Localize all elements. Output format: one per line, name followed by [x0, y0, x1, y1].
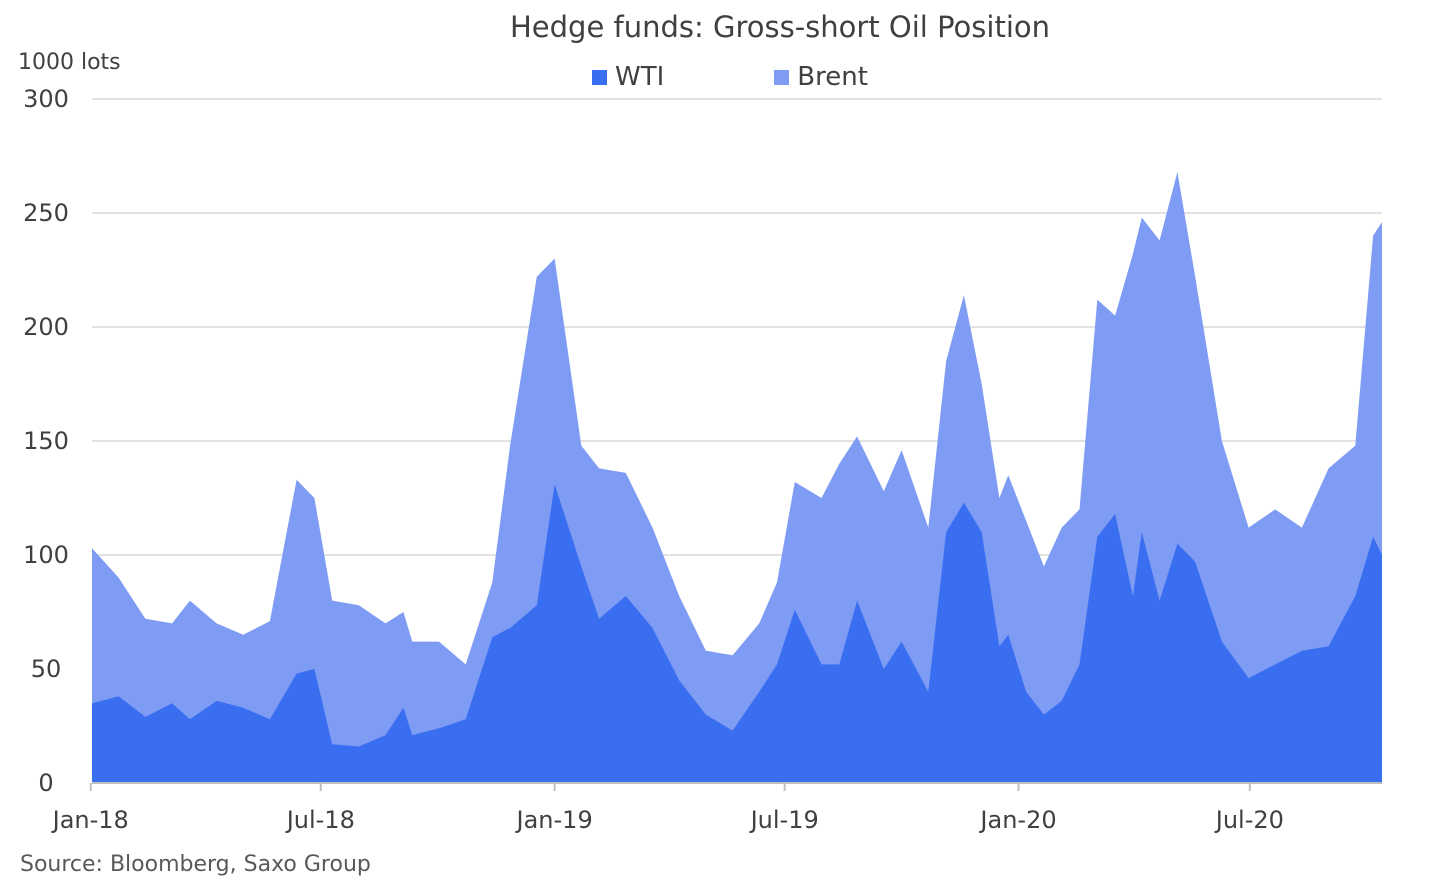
legend-label-wti: WTI [615, 62, 665, 92]
legend-swatch-brent [774, 69, 790, 85]
legend-item-brent: Brent [774, 62, 868, 92]
y-tick-label-0: 0 [38, 769, 53, 797]
x-tick-label-Jul-20: Jul-20 [1214, 806, 1284, 834]
legend-item-wti: WTI [592, 62, 664, 92]
x-tick-label-Jan-18: Jan-18 [51, 806, 129, 834]
x-tick-label-Jul-19: Jul-19 [749, 806, 819, 834]
legend-label-brent: Brent [797, 62, 868, 92]
y-tick-label-50: 50 [31, 655, 62, 683]
y-tick-label-100: 100 [23, 541, 69, 569]
chart-legend: WTI Brent [592, 62, 868, 92]
x-tick-label-Jan-19: Jan-19 [515, 806, 593, 834]
x-tick-label-Jan-20: Jan-20 [978, 806, 1056, 834]
chart-title: Hedge funds: Gross-short Oil Position [510, 10, 1050, 44]
y-tick-label-250: 250 [23, 199, 69, 227]
y-tick-label-200: 200 [23, 313, 69, 341]
area-series-wti [92, 484, 1382, 783]
area-series-brent [92, 172, 1382, 783]
x-tick-label-Jul-18: Jul-18 [285, 806, 355, 834]
y-axis-unit-label: 1000 lots [18, 50, 121, 75]
source-note: Source: Bloomberg, Saxo Group [20, 852, 371, 877]
legend-swatch-wti [592, 69, 607, 85]
y-tick-label-150: 150 [23, 427, 69, 455]
y-tick-label-300: 300 [23, 85, 69, 113]
